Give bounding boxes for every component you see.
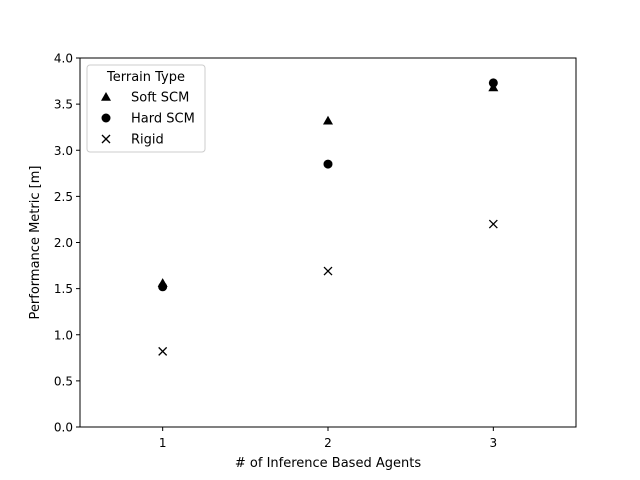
y-tick-label: 4.0: [54, 52, 73, 66]
legend-box: [86, 64, 206, 153]
legend-label-rigid: Rigid: [131, 133, 164, 148]
x-axis: 1 2 3: [159, 427, 497, 450]
data-marks: [157, 78, 499, 356]
point-rigid-stroke-b: [323, 266, 333, 276]
y-tick-label: 3.5: [54, 98, 73, 112]
point-rigid: [488, 219, 498, 229]
point-hard-scm: [323, 159, 333, 169]
x-tick-label: 3: [490, 436, 498, 450]
point-rigid-stroke-b: [488, 219, 498, 229]
legend-marker-rigid: [101, 134, 111, 144]
y-tick-label: 1.5: [54, 282, 73, 296]
legend-marker-hard-scm: [101, 113, 111, 123]
legend: Terrain Type Soft SCM Hard SCM Rigid: [86, 64, 206, 153]
point-hard-scm: [158, 282, 168, 292]
y-tick-label: 2.5: [54, 190, 73, 204]
y-tick-label: 3.0: [54, 144, 73, 158]
legend-label-hard-scm: Hard SCM: [131, 112, 195, 127]
x-tick-label: 2: [324, 436, 332, 450]
legend-label-soft-scm: Soft SCM: [131, 91, 189, 106]
point-rigid: [323, 266, 333, 276]
legend-title: Terrain Type: [106, 70, 185, 85]
point-rigid: [158, 346, 168, 356]
point-soft-scm: [323, 115, 333, 125]
y-axis-label: Performance Metric [m]: [28, 166, 43, 320]
point-hard-scm: [488, 78, 498, 88]
y-axis: 0.0 0.5 1.0 1.5 2.0 2.5 3.0 3.5 4.0: [54, 52, 80, 435]
legend-entries: Soft SCM Hard SCM Rigid: [101, 91, 195, 148]
y-tick-label: 0.5: [54, 374, 73, 388]
x-axis-label: # of Inference Based Agents: [235, 456, 421, 471]
y-tick-label: 2.0: [54, 236, 73, 250]
point-rigid-stroke-b: [158, 346, 168, 356]
y-tick-label: 0.0: [54, 421, 73, 435]
x-tick-label: 1: [159, 436, 167, 450]
y-tick-label: 1.0: [54, 328, 73, 342]
legend-marker-rigid-stroke-b: [101, 134, 111, 144]
legend-marker-soft-scm: [101, 92, 111, 101]
